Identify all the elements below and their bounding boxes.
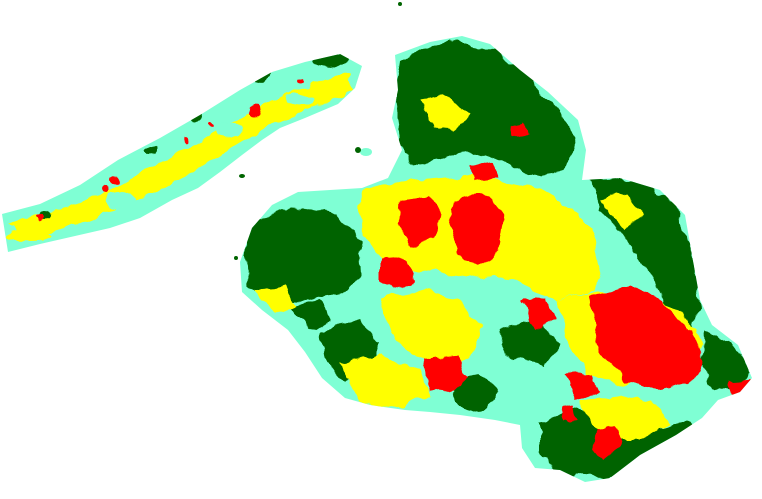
coastal-fragments — [234, 2, 530, 435]
